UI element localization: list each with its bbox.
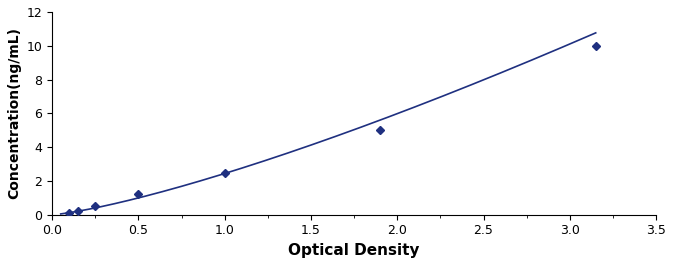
X-axis label: Optical Density: Optical Density <box>288 243 420 258</box>
Y-axis label: Concentration(ng/mL): Concentration(ng/mL) <box>7 27 21 199</box>
